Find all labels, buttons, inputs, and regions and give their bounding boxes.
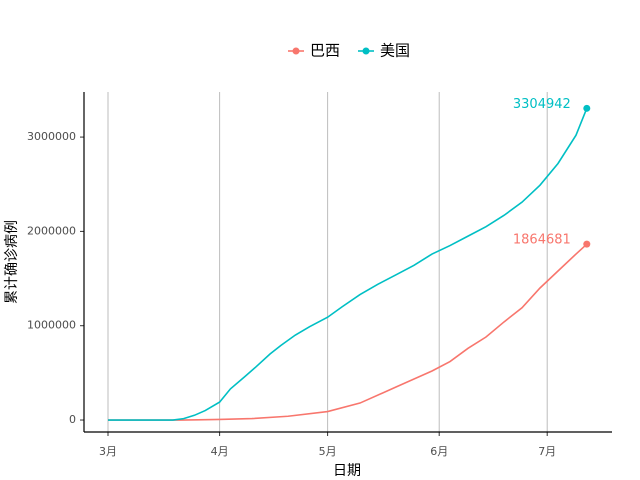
series-line	[108, 243, 588, 421]
end-marker	[583, 240, 591, 248]
y-tick-label: 2000000	[27, 224, 76, 237]
x-tick-label: 4月	[211, 445, 229, 458]
x-tick-label: 6月	[430, 445, 448, 458]
x-tick-label: 5月	[319, 445, 337, 458]
end-label: 3304942	[513, 97, 571, 112]
y-tick-label: 0	[69, 413, 76, 426]
y-axis-title: 累计确诊病例	[4, 220, 20, 304]
x-tick-label: 7月	[538, 445, 556, 458]
y-tick-label: 3000000	[27, 130, 76, 143]
end-marker	[583, 104, 591, 112]
legend-label: 美国	[380, 42, 410, 60]
legend-label: 巴西	[310, 42, 340, 60]
y-tick-label: 1000000	[27, 319, 76, 332]
legend-marker	[292, 47, 300, 55]
series-line	[108, 108, 588, 421]
legend-marker	[362, 47, 370, 55]
x-axis-title: 日期	[333, 463, 361, 479]
end-label: 1864681	[513, 233, 571, 248]
x-tick-label: 3月	[99, 445, 117, 458]
